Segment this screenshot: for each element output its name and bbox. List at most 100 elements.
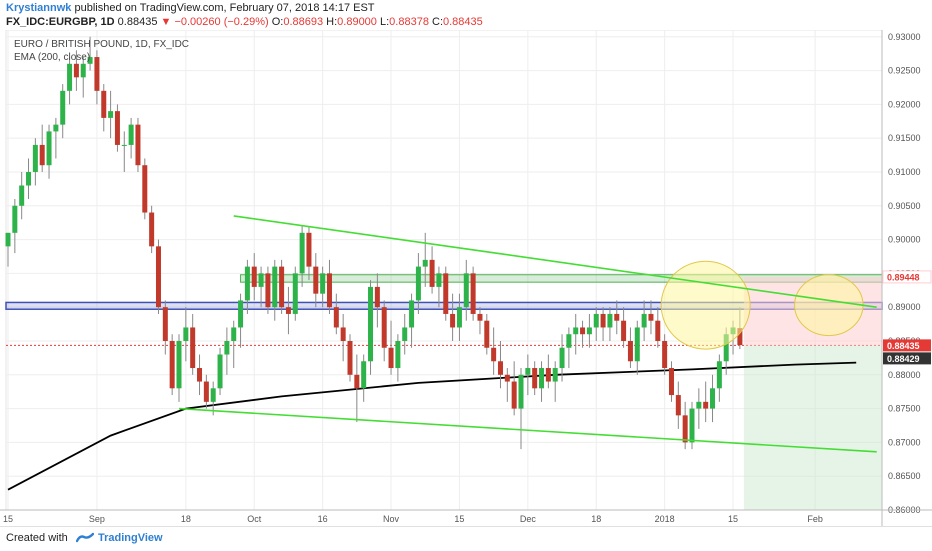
candle-body xyxy=(231,327,237,341)
author-link[interactable]: Krystiannwk xyxy=(6,2,72,14)
candle-body xyxy=(559,347,565,369)
candle-body xyxy=(374,286,380,308)
low-label: L: xyxy=(379,16,390,28)
highlight-circle-right xyxy=(794,274,864,337)
change-arrow-icon: ▼ xyxy=(160,16,172,28)
candle-body xyxy=(361,361,367,389)
candle-body xyxy=(443,273,449,314)
candle-body xyxy=(580,327,586,335)
candle-body xyxy=(600,313,606,328)
highlight-circles xyxy=(660,260,864,350)
footer: Created with TradingView xyxy=(0,526,932,551)
candle-body xyxy=(39,144,45,166)
candle-body xyxy=(149,212,155,247)
candle-body xyxy=(689,408,695,443)
price-badge-last-label: 0.88435 xyxy=(887,341,920,351)
candle-body xyxy=(251,266,257,287)
candle-body xyxy=(381,307,387,348)
candle-body xyxy=(614,313,620,321)
candle-body xyxy=(12,205,18,233)
candle-body xyxy=(648,313,654,321)
candle-body xyxy=(655,320,661,341)
candle-body xyxy=(675,395,681,416)
candle-body xyxy=(539,368,545,389)
candle-body xyxy=(409,300,415,328)
price-tick-label: 0.91500 xyxy=(888,133,921,143)
time-tick-label: Dec xyxy=(520,514,537,524)
price-badges: 0.89448 0.88435 0.88429 xyxy=(882,270,932,365)
candle-body xyxy=(532,368,538,389)
tradingview-logo-icon xyxy=(75,531,95,548)
price-tick-label: 0.91000 xyxy=(888,167,921,177)
candle-body xyxy=(285,307,291,314)
candle-body xyxy=(265,273,271,308)
candle-body xyxy=(511,381,517,409)
candle-body xyxy=(87,57,93,64)
time-tick-label: 18 xyxy=(181,514,191,524)
candle-body xyxy=(224,340,230,355)
candle-body xyxy=(429,259,435,287)
candle-body xyxy=(292,273,298,314)
candle-body xyxy=(210,388,216,402)
created-with-text: Created with xyxy=(6,532,68,544)
candle-body xyxy=(552,368,558,382)
candle-body xyxy=(470,273,476,314)
candle-body xyxy=(26,171,32,186)
candle-body xyxy=(710,388,716,409)
tradingview-brand[interactable]: TradingView xyxy=(98,532,163,544)
candle-body xyxy=(162,307,168,341)
candle-body xyxy=(723,334,729,362)
time-tick-label: Oct xyxy=(247,514,262,524)
price-tick-label: 0.93000 xyxy=(888,32,921,42)
candle-body xyxy=(313,266,319,294)
price-tick-label: 0.87000 xyxy=(888,437,921,447)
candle-body xyxy=(525,368,531,375)
price-chart[interactable]: 0.93000 0.92500 0.92000 0.91500 0.91000 0.905… xyxy=(0,30,932,526)
candle-body xyxy=(46,131,52,166)
candle-body xyxy=(456,307,462,328)
candle-body xyxy=(402,327,408,341)
candle-body xyxy=(101,90,107,118)
candle-body xyxy=(5,232,11,247)
close-value: 0.88435 xyxy=(443,16,483,28)
candle-body xyxy=(627,340,633,362)
time-tick-label: 16 xyxy=(318,514,328,524)
candle-body xyxy=(477,313,483,321)
candle-body xyxy=(566,334,572,348)
candle-body xyxy=(67,63,73,91)
candle-body xyxy=(484,320,490,348)
candle-body xyxy=(176,340,182,389)
candle-body xyxy=(203,381,209,402)
ema-200-line xyxy=(7,361,857,491)
time-tick-label: 18 xyxy=(591,514,601,524)
ema-line xyxy=(7,361,857,491)
candle-body xyxy=(395,340,401,369)
price-badge-level-label: 0.89448 xyxy=(887,272,920,282)
time-tick-label: 2018 xyxy=(655,514,675,524)
candle-body xyxy=(135,124,141,166)
candle-body xyxy=(114,111,120,145)
chart-header: Krystiannwk published on TradingView.com… xyxy=(0,0,932,30)
time-tick-label: Feb xyxy=(807,514,823,524)
chart-title: EURO / BRITISH POUND, 1D, FX_IDC xyxy=(14,39,189,50)
price-tick-label: 0.92500 xyxy=(888,66,921,76)
candle-body xyxy=(518,374,524,409)
time-axis[interactable]: 15 Sep 18 Oct 16 Nov 15 Dec 18 2018 15 Feb xyxy=(0,509,932,524)
candle-body xyxy=(53,124,59,132)
price-badge-ema xyxy=(883,352,931,365)
candle-body xyxy=(573,327,579,335)
candle-body xyxy=(422,259,428,267)
candle-body xyxy=(354,374,360,389)
highlight-circle-left xyxy=(660,260,751,350)
candle-body xyxy=(142,165,148,213)
channel-lower-line xyxy=(178,407,877,453)
price-badge-ema-label: 0.88429 xyxy=(887,354,920,364)
time-tick-label: 15 xyxy=(454,514,464,524)
candle-body xyxy=(279,266,285,308)
candle-body xyxy=(155,246,161,308)
projection-area-green xyxy=(743,345,882,510)
candle-body xyxy=(60,90,66,125)
candle-body xyxy=(737,328,743,346)
candle-body xyxy=(436,273,442,287)
time-tick-label: Nov xyxy=(383,514,400,524)
